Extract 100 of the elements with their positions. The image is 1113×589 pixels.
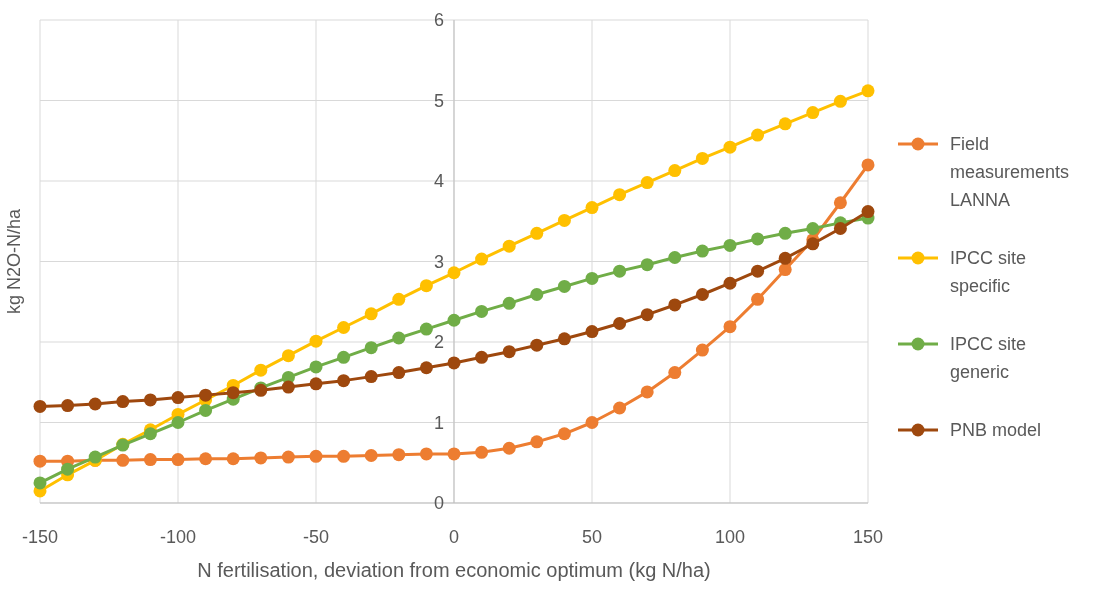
point — [751, 232, 765, 246]
point — [502, 239, 516, 253]
point — [585, 325, 599, 339]
point — [695, 151, 709, 165]
y-tick-label: 2 — [433, 332, 444, 352]
point — [364, 370, 378, 384]
point — [613, 316, 627, 330]
legend-label: PNB model — [950, 420, 1042, 440]
point — [337, 321, 351, 335]
point — [723, 320, 737, 334]
point — [833, 196, 847, 210]
point — [116, 395, 130, 409]
point — [364, 341, 378, 355]
point — [281, 450, 295, 464]
point — [778, 263, 792, 277]
point — [530, 288, 544, 302]
point — [668, 298, 682, 312]
point — [530, 338, 544, 352]
point — [861, 84, 875, 98]
x-tick-label: 150 — [852, 527, 884, 547]
point — [502, 345, 516, 359]
x-tick-label: -100 — [159, 527, 197, 547]
point — [226, 386, 240, 400]
point — [640, 258, 654, 272]
point — [640, 176, 654, 190]
point — [751, 128, 765, 142]
point — [695, 288, 709, 302]
y-tick-label: 4 — [433, 171, 444, 191]
point — [392, 292, 406, 306]
y-tick-label: 0 — [433, 493, 444, 513]
point — [723, 276, 737, 290]
y-tick-label: 3 — [433, 251, 444, 272]
point — [530, 226, 544, 240]
point — [364, 307, 378, 321]
point — [806, 106, 820, 120]
point — [116, 453, 130, 467]
point — [502, 441, 516, 455]
point — [613, 401, 627, 415]
point — [585, 416, 599, 429]
legend-label: Field measurements LANNA — [950, 134, 1070, 210]
point — [475, 252, 489, 266]
point — [337, 374, 351, 388]
point — [502, 296, 516, 310]
point — [61, 399, 75, 413]
point — [861, 158, 875, 172]
y-tick-label: 6 — [433, 10, 444, 30]
y-tick-label: 1 — [433, 412, 444, 433]
point — [61, 462, 75, 476]
point — [171, 391, 185, 405]
point — [475, 350, 489, 364]
x-tick-label: 0 — [448, 527, 460, 547]
point — [309, 449, 323, 463]
point — [447, 356, 461, 370]
point — [419, 361, 433, 375]
point — [199, 388, 213, 402]
point — [861, 205, 875, 219]
point — [226, 452, 240, 466]
point — [143, 453, 157, 467]
legend-label: IPCC site specific — [950, 248, 1027, 296]
point — [557, 332, 571, 346]
point — [530, 435, 544, 449]
point — [447, 447, 461, 461]
point — [778, 251, 792, 265]
point — [640, 308, 654, 322]
point — [668, 366, 682, 380]
point — [364, 449, 378, 463]
point — [640, 385, 654, 399]
x-tick-label: -150 — [21, 527, 59, 547]
point — [419, 447, 433, 461]
point — [613, 188, 627, 202]
point — [309, 377, 323, 391]
point — [833, 222, 847, 235]
point — [668, 164, 682, 178]
point — [751, 292, 765, 306]
point — [475, 445, 489, 459]
x-tick-label: 100 — [714, 527, 746, 547]
point — [723, 140, 737, 154]
point — [613, 264, 627, 278]
point — [778, 117, 792, 131]
point — [447, 313, 461, 327]
point — [88, 397, 102, 411]
point — [309, 334, 323, 348]
point — [833, 94, 847, 108]
point — [557, 427, 571, 441]
point — [33, 454, 47, 468]
point — [475, 304, 489, 318]
point — [392, 366, 406, 380]
x-tick-label: -50 — [302, 527, 330, 547]
point — [806, 237, 820, 251]
point — [33, 399, 47, 413]
point — [557, 213, 571, 227]
point — [171, 453, 185, 467]
x-tick-label: 50 — [581, 527, 603, 547]
point — [254, 451, 268, 465]
y-axis-title: kg N2O-N/ha — [4, 208, 24, 315]
point — [171, 416, 185, 429]
point — [281, 349, 295, 363]
point — [199, 452, 213, 466]
point — [668, 250, 682, 264]
point — [337, 350, 351, 364]
